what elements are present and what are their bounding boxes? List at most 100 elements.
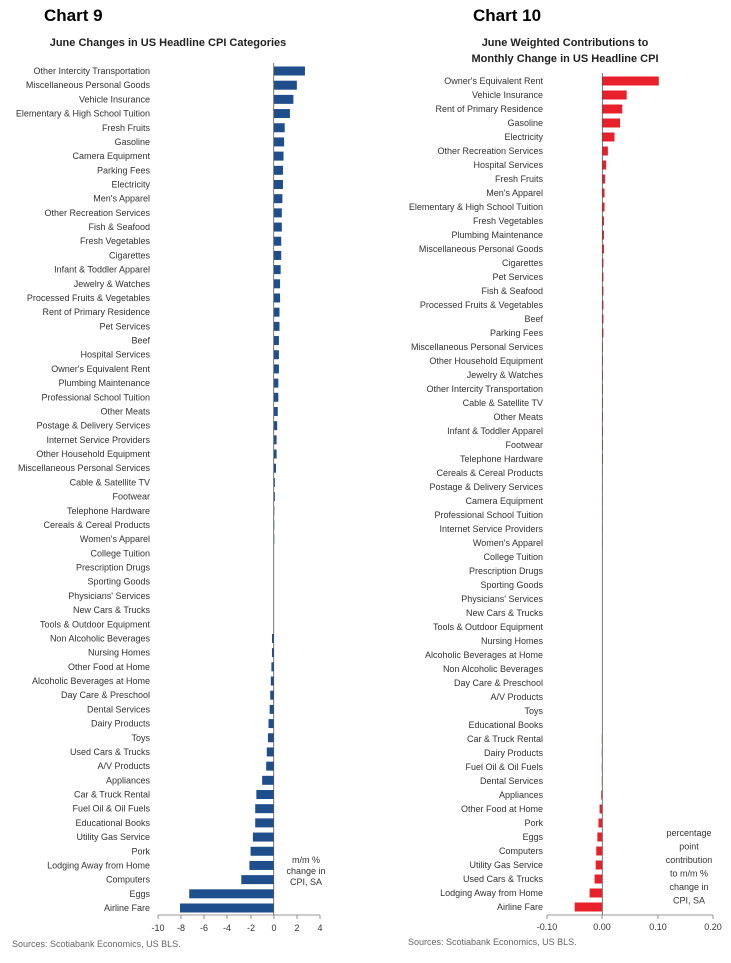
- chart10-category-label: Other Household Equipment: [429, 356, 543, 366]
- chart9-category-label: Car & Truck Rental: [74, 790, 150, 800]
- chart9-category-label: Dental Services: [87, 704, 151, 714]
- chart9-bar: [273, 80, 297, 90]
- chart9-unit-note: m/m %: [292, 855, 320, 865]
- chart9-category-label: Internet Service Providers: [46, 435, 150, 445]
- chart9-bar: [273, 421, 278, 431]
- chart10-category-label: Physicians' Services: [461, 594, 543, 604]
- chart9-bar: [270, 690, 274, 700]
- chart10-category-label: Day Care & Preschool: [454, 678, 543, 688]
- chart9-category-label: Men's Apparel: [93, 194, 150, 204]
- chart10-unit-note: contribution: [666, 855, 713, 865]
- chart9-source: Sources: Scotiabank Economics, US BLS.: [12, 939, 181, 949]
- chart10-category-label: Dental Services: [480, 776, 544, 786]
- chart10-category-label: Fuel Oil & Oil Fuels: [465, 762, 543, 772]
- chart10-category-label: Toys: [524, 706, 543, 716]
- chart9-category-label: Day Care & Preschool: [61, 690, 150, 700]
- chart9-bar: [271, 648, 274, 658]
- chart9-category-label: Used Cars & Trucks: [70, 747, 151, 757]
- chart9-tick-label: -6: [200, 923, 208, 933]
- chart10-unit-note: point: [679, 842, 699, 852]
- chart9-tick-label: 0: [271, 923, 276, 933]
- chart10-tick-label: 0.20: [704, 922, 722, 932]
- chart10-category-label: A/V Products: [490, 692, 543, 702]
- chart10-category-label: Processed Fruits & Vegetables: [420, 300, 544, 310]
- chart10-category-label: Other Intercity Transportation: [426, 384, 543, 394]
- chart10-category-label: Miscellaneous Personal Services: [411, 342, 544, 352]
- chart9-category-label: Telephone Hardware: [67, 506, 150, 516]
- chart10-unit-note: change in: [669, 882, 708, 892]
- chart10-unit-note: percentage: [666, 828, 711, 838]
- chart10-category-label: Prescription Drugs: [469, 566, 544, 576]
- chart10-category-label: Elementary & High School Tuition: [409, 202, 543, 212]
- chart10-bar: [602, 104, 623, 114]
- chart9-category-label: College Tuition: [90, 548, 150, 558]
- chart10-category-label: Sporting Goods: [480, 580, 543, 590]
- chart9-category-label: Hospital Services: [80, 350, 150, 360]
- chart10-bar: [602, 188, 605, 198]
- chart9-bar: [256, 790, 274, 800]
- chart9-tick-label: -8: [177, 923, 185, 933]
- chart10-category-label: Nursing Homes: [481, 636, 544, 646]
- chart9-bar: [273, 435, 277, 445]
- chart10-bar: [602, 230, 604, 240]
- chart9-bar: [262, 775, 274, 785]
- chart9-category-label: Gasoline: [114, 137, 150, 147]
- chart9-bar: [273, 279, 281, 289]
- chart10-category-label: Lodging Away from Home: [440, 888, 543, 898]
- chart9-bar: [273, 151, 284, 161]
- chart9-category-label: Appliances: [106, 775, 151, 785]
- chart9-category-label: Fuel Oil & Oil Fuels: [72, 804, 150, 814]
- chart10-category-label: Owner's Equivalent Rent: [444, 76, 543, 86]
- chart9-unit-note: CPI, SA: [290, 877, 322, 887]
- chart9-bar: [273, 109, 290, 119]
- chart9-bar: [273, 293, 281, 303]
- chart10-category-label: Educational Books: [468, 720, 543, 730]
- chart9-category-label: Cereals & Cereal Products: [43, 520, 150, 530]
- chart9-category-label: Vehicle Insurance: [79, 94, 150, 104]
- chart10-bar: [574, 902, 603, 912]
- chart9-bar: [249, 860, 274, 870]
- chart9-bar: [273, 265, 281, 275]
- chart10-category-label: Jewelry & Watches: [467, 370, 544, 380]
- chart9-category-label: Cable & Satellite TV: [70, 477, 150, 487]
- chart10-tick-label: 0.00: [593, 922, 611, 932]
- chart10-category-label: Cable & Satellite TV: [463, 398, 543, 408]
- chart10-category-label: Hospital Services: [473, 160, 543, 170]
- chart9-unit-note: change in: [286, 866, 325, 876]
- chart10-category-label: Beef: [524, 314, 543, 324]
- chart10-bar: [598, 818, 603, 828]
- chart10-bar: [602, 258, 604, 268]
- chart10-category-label: Used Cars & Trucks: [463, 874, 544, 884]
- chart10-category-label: Footwear: [505, 440, 543, 450]
- chart9-category-label: Prescription Drugs: [76, 563, 151, 573]
- chart10-category-label: Cigarettes: [502, 258, 544, 268]
- chart10-bar: [602, 174, 606, 184]
- chart9-category-label: Educational Books: [75, 818, 150, 828]
- chart9-category-label: Pork: [131, 846, 150, 856]
- chart9-bar: [273, 307, 280, 317]
- chart9-category-label: A/V Products: [97, 761, 150, 771]
- chart9-category-label: Footwear: [112, 492, 150, 502]
- chart9-category-label: Parking Fees: [97, 165, 151, 175]
- chart9-bar: [273, 392, 279, 402]
- chart9-bar: [273, 378, 279, 388]
- chart10-category-label: Camera Equipment: [465, 496, 543, 506]
- chart10-bar: [589, 888, 603, 898]
- chart10-category-label: Professional School Tuition: [434, 510, 543, 520]
- chart10-bar: [602, 244, 604, 254]
- chart10-category-label: Cereals & Cereal Products: [436, 468, 543, 478]
- chart9-category-label: Fresh Vegetables: [80, 236, 151, 246]
- chart9-category-label: Fish & Seafood: [88, 222, 150, 232]
- chart9-bar: [250, 846, 274, 856]
- chart10-bar: [602, 202, 605, 212]
- chart10-bar: [602, 146, 608, 156]
- chart9-bar: [189, 889, 274, 899]
- chart10-bar: [602, 216, 604, 226]
- chart9-bar: [273, 94, 294, 104]
- chart10-unit-note: to m/m %: [670, 869, 708, 879]
- chart9-bar: [273, 463, 277, 473]
- chart9-bar: [273, 165, 283, 175]
- chart9-category-label: Utility Gas Service: [76, 832, 150, 842]
- chart9-bar: [271, 662, 274, 672]
